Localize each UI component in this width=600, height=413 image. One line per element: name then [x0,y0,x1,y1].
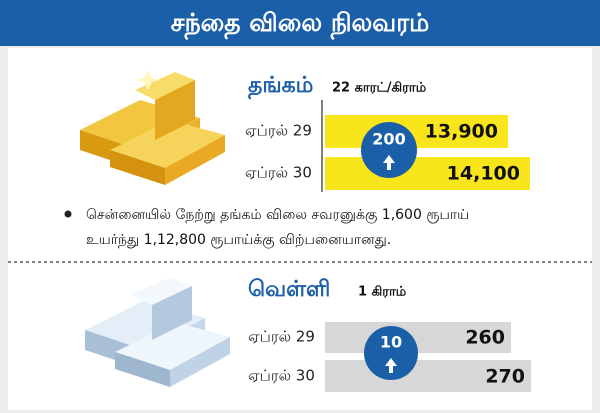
silver-price: 270 [485,366,525,388]
silver-change: 10 [380,333,402,352]
gold-price: 14,100 [447,163,520,185]
header-band [0,0,600,46]
gold-change: 200 [372,130,405,149]
silver-date: ஏப்ரல் 29 [248,328,315,346]
silver-bar [325,360,531,392]
gold-date: ஏப்ரல் 29 [245,122,312,140]
silver-unit: 1 கிராம் [358,285,407,300]
silver-name: வெள்ளி [248,277,330,302]
gold-bar [325,115,508,148]
gold-illustration [80,70,225,185]
gold-price: 13,900 [425,121,498,143]
gold-unit: 22 காரட்/கிராம் [332,81,427,96]
bullet [64,210,72,218]
up-arrow [383,155,395,170]
title: சந்தை விலை நிலவரம் [171,8,430,40]
silver-date: ஏப்ரல் 30 [248,367,315,385]
note-line: சென்னையில் நேற்று தங்கம் விலை சவரனுக்கு … [86,207,469,224]
change-badge [364,326,418,380]
up-arrow [385,358,397,373]
panel [8,48,592,410]
gold-date: ஏப்ரல் 30 [245,164,312,182]
gold-bar [325,157,530,190]
silver-illustration [85,277,230,387]
silver-price: 260 [465,327,505,349]
change-badge [361,122,417,178]
silver-bar [325,322,511,353]
note-line: உயர்ந்து 1,12,800 ரூபாய்க்கு விற்பனையானத… [86,232,391,249]
gold-name: தங்கம் [248,73,313,100]
